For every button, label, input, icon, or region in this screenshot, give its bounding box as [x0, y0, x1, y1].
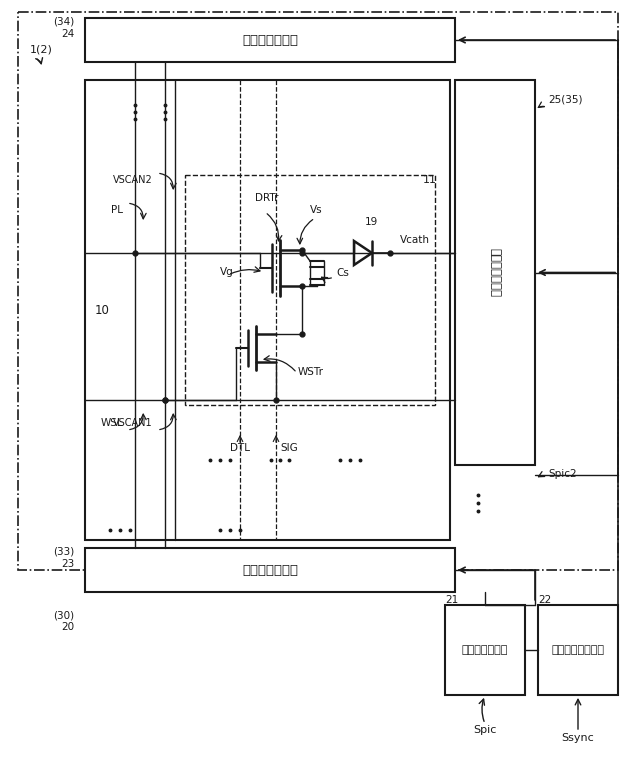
Text: 1(2): 1(2) — [30, 45, 53, 55]
Text: Vcath: Vcath — [400, 235, 430, 245]
Text: データ線駅動部: データ線駅動部 — [488, 248, 502, 297]
Text: 10: 10 — [95, 304, 109, 316]
Text: WSL: WSL — [100, 418, 123, 428]
Text: Vg: Vg — [220, 267, 234, 277]
Text: 24: 24 — [61, 29, 74, 39]
Text: Ssync: Ssync — [562, 733, 595, 743]
Text: Spic: Spic — [474, 725, 497, 735]
Text: SIG: SIG — [280, 443, 298, 453]
Text: 22: 22 — [538, 595, 551, 605]
Text: VSCAN1: VSCAN1 — [113, 418, 153, 428]
Bar — [185, 175, 435, 405]
Text: 11: 11 — [423, 175, 437, 185]
Text: 23: 23 — [61, 559, 74, 569]
Bar — [538, 605, 618, 695]
Text: Cs: Cs — [336, 268, 349, 278]
Text: DRTr: DRTr — [255, 193, 278, 203]
Bar — [85, 548, 455, 592]
Text: PL: PL — [111, 205, 123, 215]
Text: Spic2: Spic2 — [548, 469, 577, 479]
Bar — [445, 605, 525, 695]
Text: Vs: Vs — [310, 205, 323, 215]
Bar — [18, 12, 618, 570]
Text: 21: 21 — [445, 595, 458, 605]
Text: (30): (30) — [53, 610, 74, 620]
Text: タイミング生成部: タイミング生成部 — [552, 645, 605, 655]
Text: VSCAN2: VSCAN2 — [113, 175, 153, 185]
Bar — [455, 80, 535, 465]
Text: 25(35): 25(35) — [548, 95, 582, 105]
Text: 19: 19 — [365, 217, 378, 227]
Text: 走査線駅動回路: 走査線駅動回路 — [242, 34, 298, 46]
Text: 画像信号処理部: 画像信号処理部 — [462, 645, 508, 655]
Text: (33): (33) — [52, 547, 74, 557]
Text: 走査線駅動回路: 走査線駅動回路 — [242, 564, 298, 576]
Text: 20: 20 — [61, 622, 74, 632]
Bar — [85, 18, 455, 62]
Text: DTL: DTL — [230, 443, 250, 453]
Text: WSTr: WSTr — [298, 367, 324, 377]
Text: (34): (34) — [52, 17, 74, 27]
Bar — [85, 80, 450, 540]
